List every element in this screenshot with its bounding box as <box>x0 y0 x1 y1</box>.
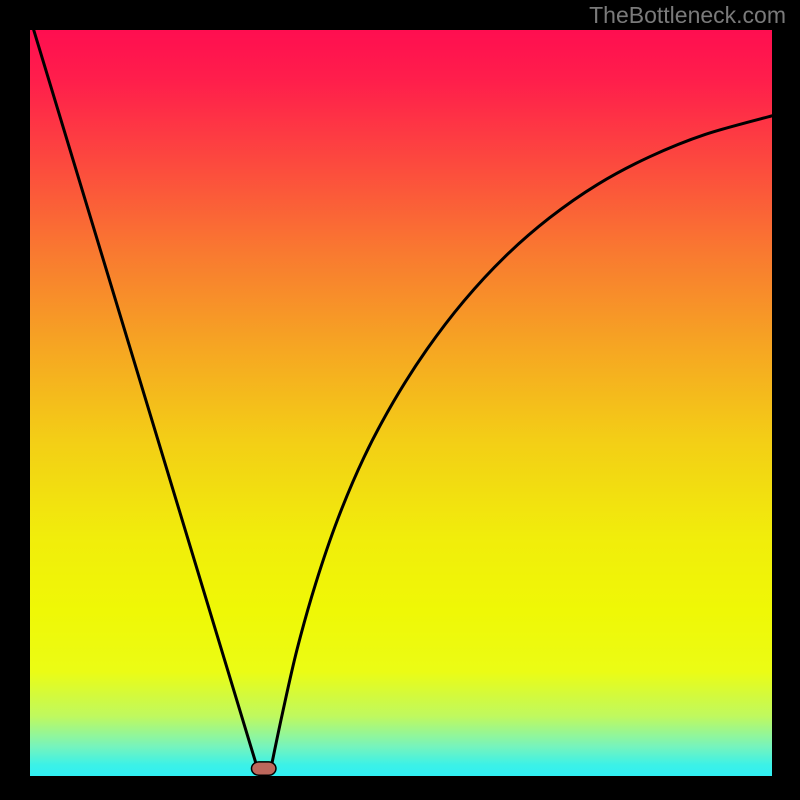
minimum-marker <box>251 762 275 775</box>
bottleneck-chart <box>30 30 772 776</box>
attribution-text: TheBottleneck.com <box>589 2 786 29</box>
gradient-background <box>30 30 772 776</box>
chart-container <box>0 0 800 800</box>
